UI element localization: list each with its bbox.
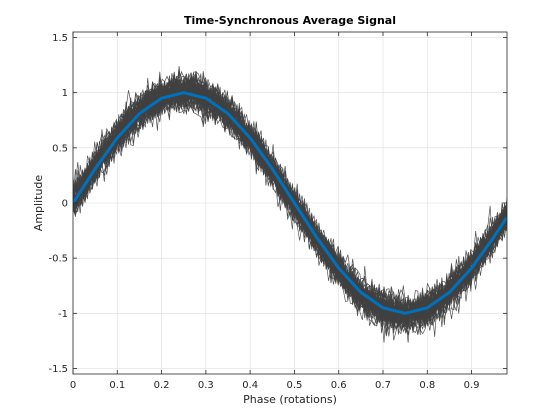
x-tick-label: 0.4: [242, 380, 258, 391]
y-tick-label: 0.5: [52, 143, 68, 154]
x-tick-label: 0.9: [464, 380, 480, 391]
x-tick-label: 0.5: [286, 380, 302, 391]
x-tick-label: 0.7: [375, 380, 391, 391]
y-tick-label: -0.5: [48, 254, 68, 265]
x-axis-label: Phase (rotations): [243, 393, 337, 406]
x-tick-label: 0: [70, 380, 76, 391]
chart-title: Time-Synchronous Average Signal: [184, 14, 396, 27]
average-signal: [73, 91, 507, 315]
raw-signal-trace: [73, 73, 507, 328]
raw-signal-traces: [73, 66, 507, 343]
x-tick-label: 0.6: [331, 380, 347, 391]
x-tick-label: 0.3: [198, 380, 214, 391]
plot-content: [73, 66, 507, 343]
y-axis-ticks: -1.5 -1 -0.5 0 0.5 1 1.5: [48, 33, 507, 375]
raw-signal-trace: [73, 82, 507, 317]
y-tick-label: -1.5: [48, 364, 68, 375]
y-tick-label: -1: [58, 309, 68, 320]
y-tick-label: 1: [62, 88, 68, 99]
y-tick-label: 0: [62, 199, 68, 210]
x-axis-ticks: 0 0.1 0.2 0.3 0.4 0.5 0.6 0.7 0.8 0.9: [70, 32, 480, 391]
y-axis-label: Amplitude: [32, 175, 45, 232]
y-tick-label: 1.5: [52, 33, 68, 44]
x-tick-label: 0.8: [419, 380, 435, 391]
x-tick-label: 0.2: [154, 380, 170, 391]
x-tick-label: 0.1: [109, 380, 125, 391]
average-signal-line: [73, 91, 507, 315]
